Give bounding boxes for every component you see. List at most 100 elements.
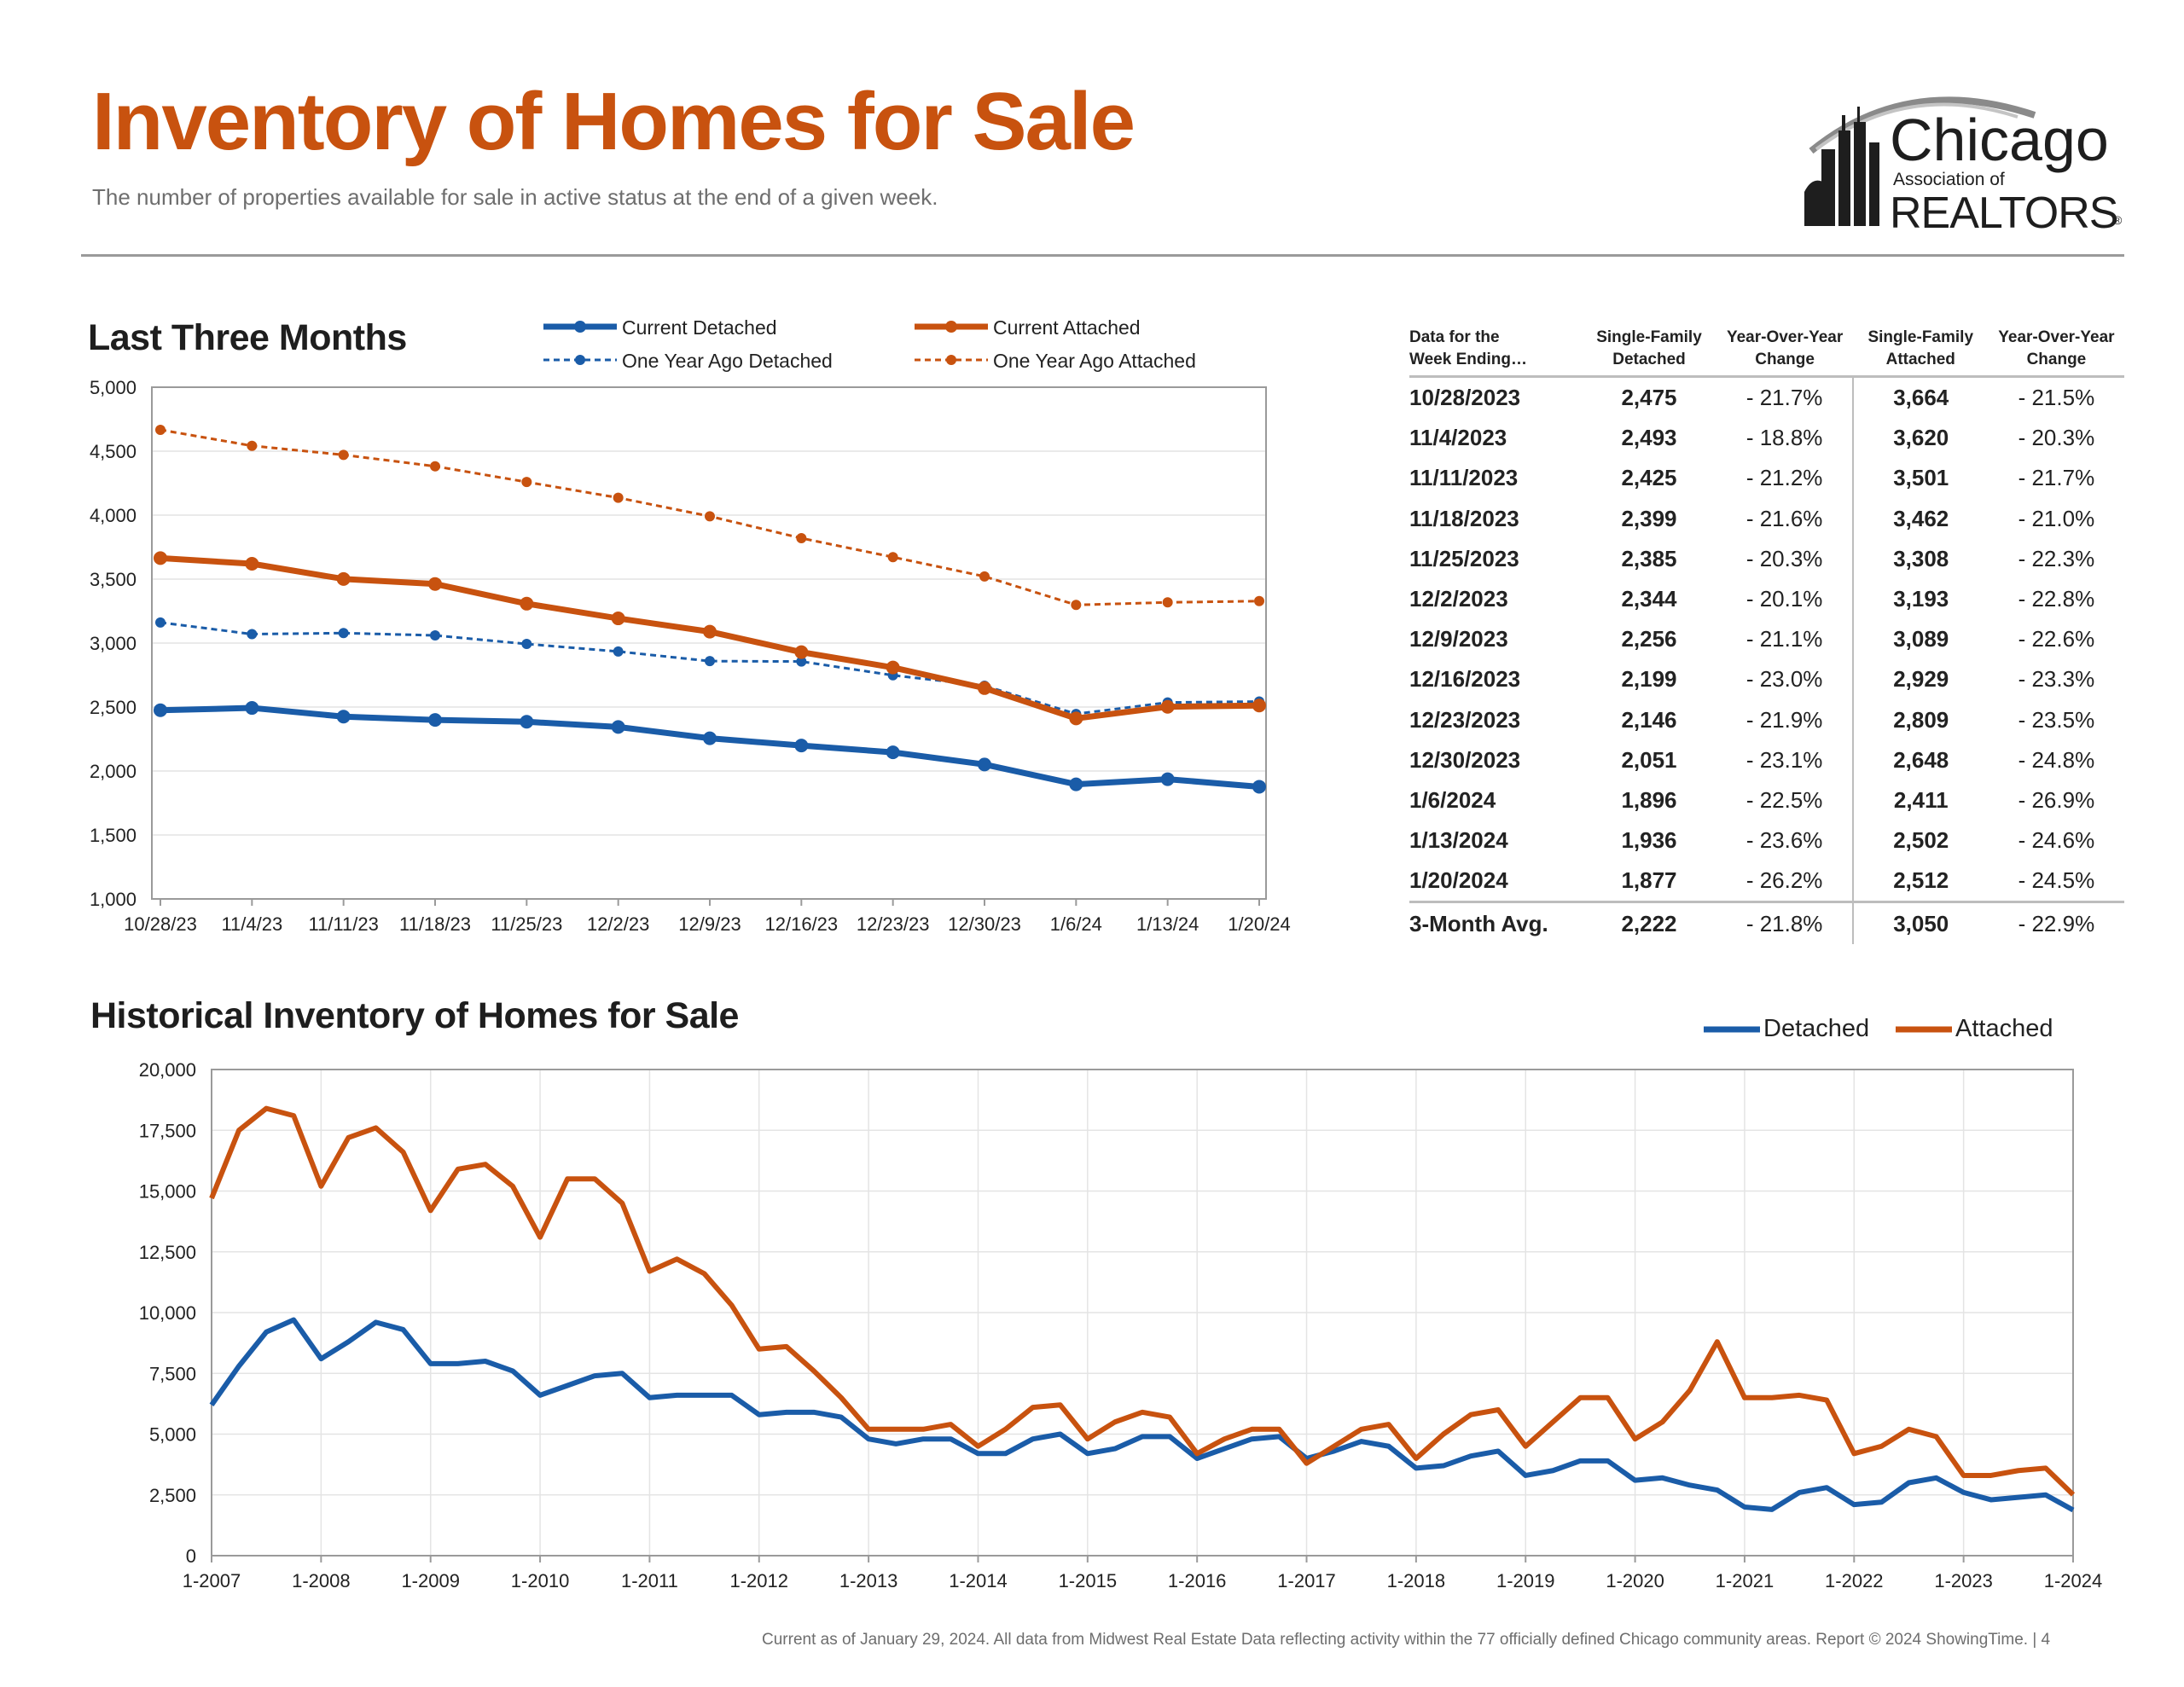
cell-week: 12/2/2023	[1409, 586, 1508, 612]
data-point	[155, 424, 166, 435]
y-tick-label: 1,500	[90, 825, 136, 846]
cell-yoy-attached: - 21.7%	[2018, 465, 2095, 491]
cell-yoy-detached: - 26.2%	[1745, 867, 1823, 894]
data-point	[520, 596, 534, 611]
data-point	[978, 681, 991, 695]
x-tick-label: 1/13/24	[1136, 913, 1199, 935]
cell-yoy-detached: - 23.6%	[1745, 827, 1823, 854]
table-row: 11/4/2023 2,493 - 18.8% 3,620 - 20.3%	[1409, 418, 2124, 459]
table-row: 12/9/2023 2,256 - 21.1% 3,089 - 22.6%	[1409, 619, 2124, 660]
data-point	[613, 492, 624, 503]
data-point	[611, 720, 625, 734]
data-point	[336, 710, 351, 724]
y-tick-label: 2,500	[90, 697, 136, 718]
cell-week: 1/6/2024	[1409, 786, 1496, 813]
data-point	[521, 639, 532, 650]
y-tick-label: 10,000	[139, 1302, 196, 1324]
page-subtitle: The number of properties available for s…	[92, 184, 938, 210]
cell-yoy-attached: - 22.9%	[1988, 901, 2124, 944]
y-tick-label: 12,500	[139, 1242, 196, 1263]
header-divider	[81, 254, 2124, 257]
cell-week: 12/30/2023	[1409, 746, 1521, 773]
data-point	[705, 656, 715, 667]
data-point	[336, 571, 351, 586]
cell-yoy-detached: - 21.6%	[1745, 505, 1823, 531]
cell-detached: 1,877	[1621, 867, 1677, 894]
cell-yoy-detached: - 22.5%	[1745, 786, 1823, 813]
data-point	[886, 745, 900, 760]
data-point	[1160, 772, 1175, 786]
x-tick-label: 1-2023	[1934, 1570, 1993, 1591]
col-header-detached: Single-Family Detached	[1581, 322, 1717, 378]
x-tick-label: 12/16/23	[765, 913, 839, 935]
x-tick-label: 12/9/23	[678, 913, 741, 935]
cell-detached: 2,146	[1621, 706, 1677, 733]
data-point	[247, 629, 258, 640]
section-heading-last-three-months: Last Three Months	[88, 317, 407, 358]
y-tick-label: 15,000	[139, 1181, 196, 1203]
y-tick-label: 0	[186, 1545, 196, 1567]
cell-yoy-attached: - 22.3%	[2018, 545, 2095, 571]
cell-attached: 3,050	[1851, 901, 1989, 944]
cell-attached: 3,308	[1851, 538, 1989, 579]
cell-yoy-detached: - 21.1%	[1745, 626, 1823, 652]
data-point	[428, 713, 442, 728]
cell-detached: 2,222	[1581, 901, 1717, 944]
cell-week: 12/16/2023	[1409, 666, 1521, 693]
cell-week: 11/11/2023	[1409, 465, 1519, 491]
chicago-realtors-logo: Chicago Association of REALTORS ®	[1787, 81, 2129, 243]
series-line-current-detached	[160, 704, 1260, 790]
x-tick-label: 1-2009	[401, 1570, 460, 1591]
y-tick-label: 20,000	[139, 1059, 196, 1081]
data-point	[338, 628, 349, 639]
cell-detached: 2,493	[1621, 425, 1677, 451]
data-point	[794, 645, 809, 659]
x-tick-label: 1-2014	[949, 1570, 1008, 1591]
table-row: 12/23/2023 2,146 - 21.9% 2,809 - 23.5%	[1409, 699, 2124, 740]
y-tick-label: 3,500	[90, 569, 136, 590]
col-header-week: Data for the Week Ending…	[1409, 322, 1582, 378]
footer-note: Current as of January 29, 2024. All data…	[762, 1631, 2051, 1649]
data-point	[247, 440, 258, 451]
table-row: 12/30/2023 2,051 - 23.1% 2,648 - 24.8%	[1409, 739, 2124, 780]
table-row: 11/25/2023 2,385 - 20.3% 3,308 - 22.3%	[1409, 538, 2124, 579]
data-point	[979, 571, 990, 582]
x-tick-label: 1-2016	[1168, 1570, 1227, 1591]
cell-week: 11/4/2023	[1409, 425, 1507, 451]
cell-detached: 1,896	[1621, 786, 1677, 813]
cell-week: 11/25/2023	[1409, 545, 1519, 571]
cell-week: 1/20/2024	[1409, 867, 1508, 894]
data-point	[1160, 699, 1175, 714]
cell-yoy-attached: - 24.8%	[2018, 746, 2095, 773]
col-header-attached: Single-Family Attached	[1852, 322, 1989, 378]
cell-yoy-attached: - 20.3%	[2018, 425, 2095, 451]
cell-attached: 3,501	[1851, 458, 1989, 499]
section-heading-historical: Historical Inventory of Homes for Sale	[90, 995, 739, 1036]
cell-attached: 3,620	[1851, 418, 1989, 459]
x-tick-label: 1-2020	[1606, 1570, 1664, 1591]
data-point	[1069, 711, 1083, 726]
x-tick-label: 1-2019	[1496, 1570, 1555, 1591]
inventory-table: Data for the Week Ending… Single-Family …	[1409, 322, 2124, 944]
y-tick-label: 3,000	[90, 633, 136, 654]
data-point	[1252, 699, 1266, 713]
page-title: Inventory of Homes for Sale	[92, 76, 1136, 167]
table-row: 12/16/2023 2,199 - 23.0% 2,929 - 23.3%	[1409, 659, 2124, 700]
cell-attached: 2,512	[1851, 861, 1989, 902]
chart-historical-inventory: 0 2,500 5,000 7,500 10,000 12,500 15,000 17,500…	[139, 1059, 2103, 1591]
table-row: 11/18/2023 2,399 - 21.6% 3,462 - 21.0%	[1409, 498, 2124, 539]
chart2-legend: Detached Attached	[1704, 1015, 2053, 1042]
cell-yoy-detached: - 21.9%	[1745, 706, 1823, 733]
data-point	[338, 449, 349, 461]
data-point	[520, 715, 534, 729]
y-tick-label: 1,000	[90, 889, 136, 910]
cell-yoy-attached: - 21.0%	[2018, 505, 2095, 531]
y-tick-label: 5,000	[149, 1424, 196, 1446]
data-point	[430, 630, 440, 641]
cell-attached: 2,929	[1851, 659, 1989, 700]
x-tick-label: 11/25/23	[491, 913, 562, 935]
cell-week: 11/18/2023	[1409, 505, 1519, 531]
cell-week: 12/23/2023	[1409, 706, 1521, 733]
cell-detached: 1,936	[1621, 827, 1677, 854]
data-point	[703, 624, 717, 639]
